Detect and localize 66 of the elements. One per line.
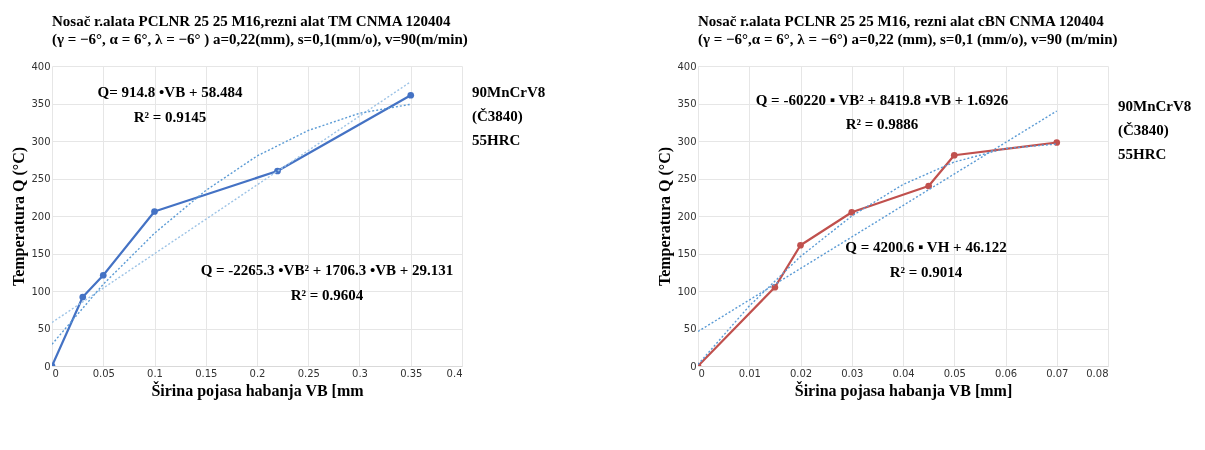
- text: 55HRC: [472, 132, 521, 148]
- x-tick-label: 0: [698, 367, 705, 379]
- y-tick-label: 250: [677, 173, 697, 184]
- annotation: Q= 914.8 •VB + 58.484: [97, 84, 243, 100]
- y-tick-label: 350: [31, 98, 51, 109]
- y-tick-label: 300: [677, 135, 697, 147]
- x-tick-label: 0.08: [1086, 367, 1109, 379]
- y-tick-label: 250: [31, 173, 51, 184]
- chart-title: Nosač r.alata PCLNR 25 25 M16, rezni alat cBN CNMA 120404: [698, 13, 1105, 29]
- y-tick-label: 400: [31, 60, 51, 72]
- y-tick-label: 300: [31, 135, 51, 147]
- y-tick-label: 100: [31, 285, 51, 297]
- annotation: Q = -2265.3 •VB² + 1706.3 •VB + 29.131: [200, 262, 454, 278]
- chart-title: Nosač r.alata PCLNR 25 25 M16,rezni alat TM CNMA 120404: [52, 13, 451, 29]
- x-tick-label: 0.05: [92, 367, 115, 379]
- point: [274, 167, 281, 175]
- y-tick-label: 150: [31, 248, 51, 259]
- y-tick-label: 100: [677, 285, 697, 297]
- y-axis-title: Temperatura Q (°C): [656, 146, 675, 287]
- y-tick-label: 50: [37, 323, 51, 334]
- x-axis-title: Širina pojasa habanja VB [mm: [151, 380, 365, 400]
- text: (Č3840): [1118, 122, 1169, 139]
- annotation: R² = 0.9145: [133, 109, 207, 125]
- x-tick-label: 0.06: [994, 367, 1018, 379]
- x-tick-label: 0.04: [892, 367, 915, 379]
- x-tick-label: 0.3: [352, 367, 368, 379]
- point: [99, 271, 107, 279]
- x-tick-label: 0: [52, 367, 59, 379]
- x-tick-label: 0.2: [249, 367, 266, 379]
- y-tick-label: 200: [677, 210, 697, 222]
- point: [950, 151, 958, 159]
- x-tick-label: 0.02: [789, 367, 813, 379]
- text: 90MnCrV8: [1118, 98, 1192, 114]
- point: [797, 241, 804, 249]
- chart-subtitle: (γ = −6°,α = 6°, λ = −6°) a=0,22 (mm), s=0,1 (mm/o), v=90 (m/min): [698, 31, 1118, 48]
- point: [407, 91, 415, 99]
- text: (Č3840): [472, 108, 523, 125]
- point: [151, 208, 158, 215]
- x-tick-label: 0.25: [297, 367, 320, 379]
- x-tick-label: 0.15: [195, 367, 218, 379]
- x-tick-label: 0.03: [841, 367, 864, 379]
- x-tick-label: 0.35: [400, 367, 423, 379]
- text: 55HRC: [1118, 146, 1167, 162]
- y-tick-label: 50: [683, 323, 697, 334]
- point: [771, 283, 779, 291]
- point: [79, 293, 87, 301]
- y-tick-label: 200: [31, 210, 51, 222]
- x-tick-label: 0.01: [738, 367, 761, 379]
- y-tick-label: 350: [677, 98, 697, 109]
- point: [848, 208, 856, 216]
- point: [925, 182, 932, 190]
- annotation: R² = 0.9886: [845, 116, 919, 132]
- y-tick-label: 150: [677, 248, 697, 259]
- y-axis-title: Temperatura Q (°C): [10, 146, 29, 287]
- x-tick-label: 0.07: [1046, 367, 1069, 379]
- annotation: R² = 0.9014: [889, 264, 963, 280]
- annotation: Q = -60220 ▪ VB² + 8419.8 ▪VB + 1.6926: [755, 92, 1009, 108]
- y-tick-label: 400: [677, 60, 697, 72]
- x-tick-label: 0.4: [446, 367, 463, 379]
- annotation: Q = 4200.6 ▪ VH + 46.122: [845, 239, 1007, 255]
- x-axis-title: Širina pojasa habanja VB [mm]: [794, 380, 1013, 400]
- chart-subtitle: (γ = −6°, α = 6°, λ = −6° ) a=0,22(mm), s=0,1(mm/o), v=90(m/min): [52, 31, 468, 48]
- annotation: R² = 0.9604: [290, 287, 364, 303]
- x-tick-label: 0.05: [943, 367, 966, 379]
- text: 90MnCrV8: [472, 84, 546, 100]
- x-tick-label: 0.1: [147, 367, 163, 379]
